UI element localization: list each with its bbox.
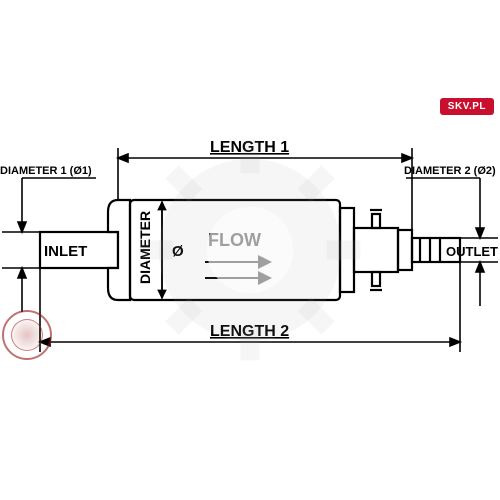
length1-label: LENGTH 1 xyxy=(210,139,289,156)
diameter-body-dim-v: DIAMETER Ø xyxy=(137,200,184,300)
flow-label: FLOW xyxy=(208,230,261,250)
pump-body xyxy=(40,200,460,300)
pump-diagram: DIAMETER Ø FLOW LENGTH 1 LENGTH 2 D xyxy=(0,0,500,500)
diameter2-label: DIAMETER 2 (Ø2) xyxy=(404,165,496,177)
diameter-label: DIAMETER xyxy=(137,211,153,284)
autoparts-stamp xyxy=(2,310,52,360)
inlet-label: INLET xyxy=(44,243,87,260)
length2-dim: LENGTH 2 xyxy=(40,262,460,352)
outlet-label: OUTLET xyxy=(446,244,498,259)
diameter1-dim: DIAMETER 1 (Ø1) xyxy=(0,165,96,312)
brand-badge: SKV.PL xyxy=(440,98,494,115)
flow-group: FLOW xyxy=(205,230,268,278)
diameter2-dim: DIAMETER 2 (Ø2) xyxy=(404,165,498,306)
length2-label: LENGTH 2 xyxy=(210,323,289,340)
diameter-symbol: Ø xyxy=(172,243,184,260)
diameter1-label: DIAMETER 1 (Ø1) xyxy=(0,165,92,177)
